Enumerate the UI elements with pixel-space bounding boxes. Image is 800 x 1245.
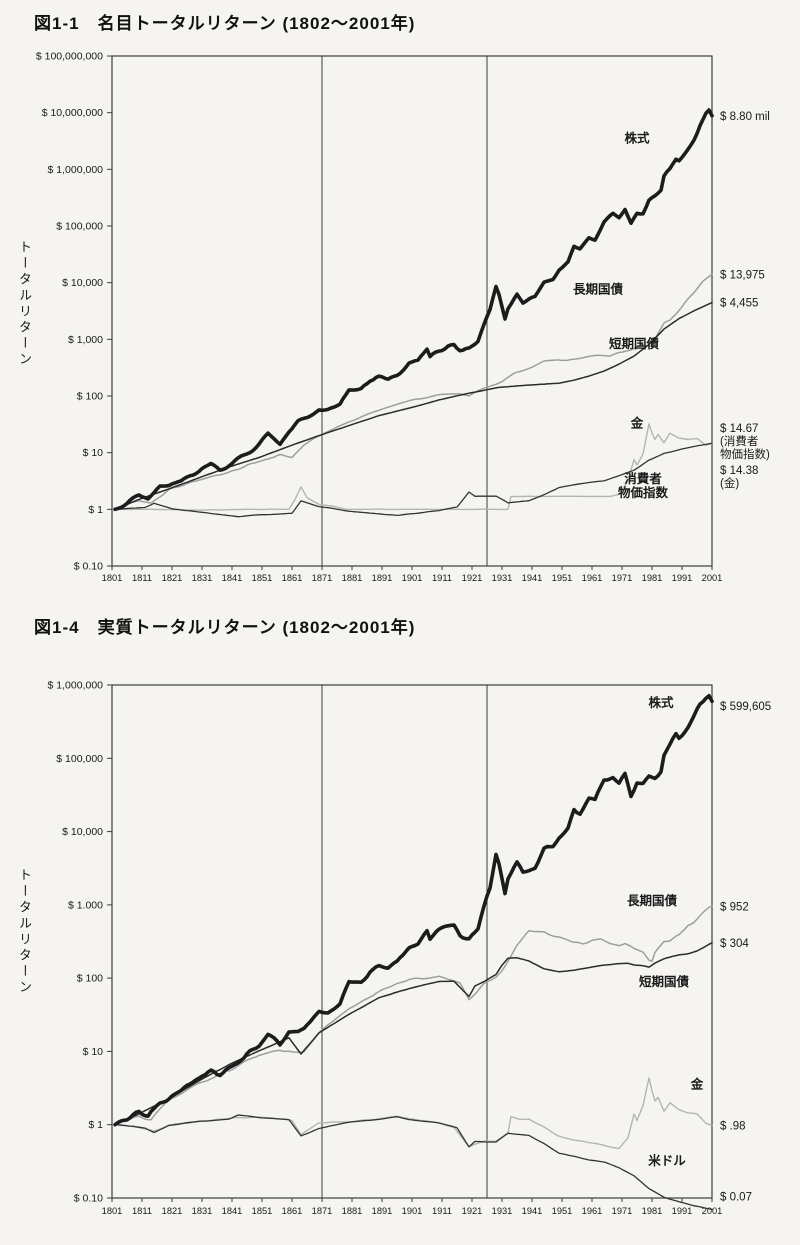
svg-text:1821: 1821	[162, 573, 183, 583]
svg-text:(金): (金)	[720, 476, 739, 490]
svg-text:1911: 1911	[432, 573, 452, 583]
svg-text:$ 599,605: $ 599,605	[720, 701, 771, 713]
svg-text:$ 0.07: $ 0.07	[720, 1191, 752, 1203]
svg-text:長期国債: 長期国債	[573, 281, 624, 296]
svg-text:1931: 1931	[492, 1206, 513, 1216]
svg-text:2001: 2001	[702, 573, 723, 583]
svg-text:1841: 1841	[222, 573, 243, 583]
svg-text:1821: 1821	[162, 1206, 183, 1216]
svg-text:株式: 株式	[648, 695, 674, 710]
figure-1-4-title: 図1-4 実質トータルリターン (1802～2001年)	[34, 618, 416, 637]
svg-text:1811: 1811	[132, 573, 152, 583]
svg-text:$ 8.80 mil: $ 8.80 mil	[720, 111, 770, 123]
svg-text:$ 1,000,000: $ 1,000,000	[48, 164, 104, 176]
svg-text:$ 1: $ 1	[88, 504, 103, 516]
svg-text:1871: 1871	[312, 1206, 333, 1216]
svg-text:1851: 1851	[252, 1206, 273, 1216]
svg-text:1901: 1901	[402, 573, 423, 583]
svg-text:$ 952: $ 952	[720, 901, 749, 913]
svg-text:$ 10,000,000: $ 10,000,000	[42, 107, 103, 119]
svg-text:1891: 1891	[372, 573, 393, 583]
svg-text:1841: 1841	[222, 1206, 243, 1216]
y-axis-title-nominal: トータルリターン	[17, 240, 32, 368]
svg-text:物価指数: 物価指数	[618, 485, 669, 500]
svg-text:$ 10,000: $ 10,000	[62, 277, 103, 289]
nominal-total-return-chart: $ 100,000,000 $ 10,000,000 $ 1,000,000 $ 10…	[36, 51, 770, 584]
svg-text:1921: 1921	[462, 573, 483, 583]
svg-text:1831: 1831	[192, 573, 213, 583]
svg-text:$ 1,000,000: $ 1,000,000	[48, 680, 104, 692]
svg-text:$ 10: $ 10	[83, 1046, 104, 1058]
svg-text:1921: 1921	[462, 1206, 483, 1216]
svg-text:1831: 1831	[192, 1206, 213, 1216]
svg-text:株式: 株式	[624, 130, 650, 145]
svg-text:1951: 1951	[552, 1206, 573, 1216]
svg-text:金: 金	[690, 1077, 704, 1092]
svg-text:1931: 1931	[492, 573, 513, 583]
svg-text:$ 100,000,000: $ 100,000,000	[36, 51, 103, 63]
svg-text:1941: 1941	[522, 573, 543, 583]
svg-text:1971: 1971	[612, 1206, 633, 1216]
figure-1-1: 図1-1 名目トータルリターン (1802～2001年) トータルリターン $ …	[0, 0, 800, 598]
svg-text:1891: 1891	[372, 1206, 393, 1216]
svg-text:$ 4,455: $ 4,455	[720, 298, 758, 310]
svg-text:$ 100: $ 100	[77, 973, 103, 985]
svg-text:1851: 1851	[252, 573, 273, 583]
svg-text:1991: 1991	[672, 1206, 693, 1216]
svg-text:1881: 1881	[342, 573, 363, 583]
svg-text:2001: 2001	[702, 1206, 723, 1216]
svg-text:1861: 1861	[282, 573, 303, 583]
figure-1-4: 図1-4 実質トータルリターン (1802～2001年) トータルリターン $ …	[0, 598, 800, 1243]
svg-text:1941: 1941	[522, 1206, 543, 1216]
svg-text:1971: 1971	[612, 573, 633, 583]
svg-text:$ 10,000: $ 10,000	[62, 826, 103, 838]
svg-text:$ .98: $ .98	[720, 1120, 746, 1132]
svg-text:短期国債: 短期国債	[609, 336, 660, 351]
y-axis-title-real: トータルリターン	[17, 868, 32, 996]
svg-text:$ 100: $ 100	[77, 391, 103, 403]
svg-text:$ 14.38: $ 14.38	[720, 465, 758, 477]
svg-text:1911: 1911	[432, 1206, 452, 1216]
svg-text:1981: 1981	[642, 573, 663, 583]
svg-text:(消費者: (消費者	[720, 434, 758, 448]
svg-text:1801: 1801	[102, 573, 123, 583]
svg-text:$ 1: $ 1	[88, 1119, 103, 1131]
svg-text:1951: 1951	[552, 573, 573, 583]
svg-text:1861: 1861	[282, 1206, 303, 1216]
svg-text:$ 10: $ 10	[83, 447, 104, 459]
svg-text:$ 13,975: $ 13,975	[720, 269, 765, 281]
svg-text:金: 金	[630, 415, 644, 430]
svg-text:1881: 1881	[342, 1206, 363, 1216]
svg-text:$ 1,000: $ 1,000	[68, 334, 103, 346]
svg-text:$ 0.10: $ 0.10	[74, 1193, 103, 1205]
real-total-return-chart: $ 1,000,000 $ 100,000 $ 10,000 $ 1.000 $ 100…	[48, 680, 772, 1217]
svg-text:長期国債: 長期国債	[627, 893, 678, 908]
svg-text:米ドル: 米ドル	[647, 1153, 686, 1168]
svg-text:物価指数): 物価指数)	[720, 447, 770, 461]
svg-text:消費者: 消費者	[624, 471, 662, 486]
svg-text:1871: 1871	[312, 573, 333, 583]
svg-text:短期国債: 短期国債	[639, 974, 690, 989]
svg-text:1961: 1961	[582, 573, 603, 583]
svg-text:$ 100,000: $ 100,000	[56, 753, 103, 765]
svg-text:$ 100,000: $ 100,000	[56, 221, 103, 233]
svg-text:1901: 1901	[402, 1206, 423, 1216]
svg-text:1991: 1991	[672, 573, 693, 583]
svg-text:1811: 1811	[132, 1206, 152, 1216]
svg-text:1801: 1801	[102, 1206, 123, 1216]
figure-1-1-title: 図1-1 名目トータルリターン (1802～2001年)	[34, 14, 416, 33]
svg-text:1981: 1981	[642, 1206, 663, 1216]
svg-text:$ 304: $ 304	[720, 938, 749, 950]
svg-text:$ 0.10: $ 0.10	[74, 561, 103, 573]
svg-text:$ 1.000: $ 1.000	[68, 899, 103, 911]
svg-text:$ 14.67: $ 14.67	[720, 423, 758, 435]
svg-text:1961: 1961	[582, 1206, 603, 1216]
